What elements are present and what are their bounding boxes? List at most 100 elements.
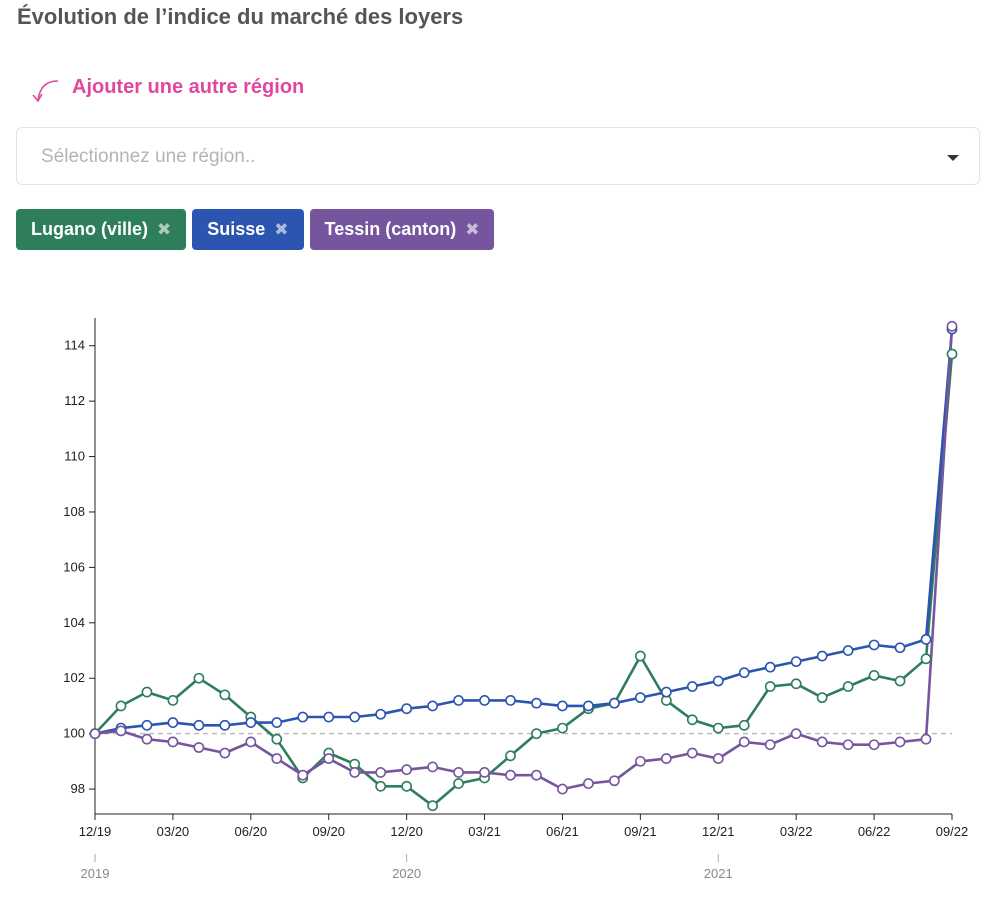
data-point-0[interactable] xyxy=(115,700,127,712)
data-point-1[interactable] xyxy=(660,686,672,698)
data-point-0[interactable] xyxy=(738,719,750,731)
data-point-0[interactable] xyxy=(557,722,568,734)
data-point-1[interactable] xyxy=(427,700,439,712)
data-point-0[interactable] xyxy=(946,348,958,360)
data-point-1[interactable] xyxy=(686,681,698,692)
data-point-1[interactable] xyxy=(479,694,490,706)
data-point-0[interactable] xyxy=(453,778,464,789)
data-point-0[interactable] xyxy=(531,728,542,740)
data-point-0[interactable] xyxy=(219,689,231,701)
x-tick-label: 09/21 xyxy=(624,824,657,839)
close-icon[interactable]: ✖ xyxy=(274,219,289,239)
data-point-2[interactable] xyxy=(141,733,153,745)
data-point-1[interactable] xyxy=(583,700,594,712)
data-point-2[interactable] xyxy=(894,736,906,748)
data-point-2[interactable] xyxy=(375,767,387,778)
data-point-1[interactable] xyxy=(141,719,153,731)
y-tick-label: 104 xyxy=(63,615,85,630)
data-point-1[interactable] xyxy=(375,708,387,720)
data-point-1[interactable] xyxy=(894,642,906,654)
region-select[interactable]: Sélectionnez une région.. xyxy=(16,127,980,185)
data-point-2[interactable] xyxy=(167,736,179,748)
data-point-1[interactable] xyxy=(868,639,880,651)
data-point-0[interactable] xyxy=(375,780,387,792)
data-point-0[interactable] xyxy=(842,681,854,692)
data-point-1[interactable] xyxy=(712,675,724,687)
data-point-1[interactable] xyxy=(920,634,932,645)
data-point-1[interactable] xyxy=(167,717,179,728)
data-point-0[interactable] xyxy=(505,750,516,762)
data-point-2[interactable] xyxy=(764,739,776,751)
data-point-2[interactable] xyxy=(115,725,127,737)
data-point-2[interactable] xyxy=(557,783,568,795)
x-tick-label: 09/20 xyxy=(312,824,345,839)
region-tag-label: Suisse xyxy=(207,219,266,239)
close-icon[interactable]: ✖ xyxy=(465,219,480,239)
data-point-1[interactable] xyxy=(271,717,283,728)
data-point-2[interactable] xyxy=(686,747,698,759)
data-point-1[interactable] xyxy=(790,656,802,667)
data-point-2[interactable] xyxy=(920,733,932,745)
data-point-2[interactable] xyxy=(505,769,516,781)
data-point-2[interactable] xyxy=(479,767,490,778)
data-point-1[interactable] xyxy=(505,694,516,706)
data-point-2[interactable] xyxy=(790,728,802,740)
data-point-2[interactable] xyxy=(531,769,542,781)
data-point-2[interactable] xyxy=(738,736,750,748)
data-point-0[interactable] xyxy=(816,692,828,704)
data-point-1[interactable] xyxy=(608,697,620,709)
data-point-1[interactable] xyxy=(842,645,854,656)
data-point-1[interactable] xyxy=(738,667,750,679)
data-point-0[interactable] xyxy=(193,672,205,684)
data-point-2[interactable] xyxy=(712,753,724,764)
data-point-2[interactable] xyxy=(946,320,958,332)
data-point-2[interactable] xyxy=(634,755,646,767)
data-point-1[interactable] xyxy=(323,711,335,723)
data-point-2[interactable] xyxy=(297,769,309,781)
data-point-2[interactable] xyxy=(401,764,413,776)
data-point-2[interactable] xyxy=(271,753,283,764)
data-point-1[interactable] xyxy=(816,650,828,662)
data-point-2[interactable] xyxy=(89,728,101,740)
data-point-0[interactable] xyxy=(167,694,179,706)
data-point-0[interactable] xyxy=(141,686,153,698)
data-point-1[interactable] xyxy=(401,703,413,715)
data-point-0[interactable] xyxy=(401,780,413,792)
data-point-2[interactable] xyxy=(427,761,439,773)
data-point-0[interactable] xyxy=(427,800,439,812)
data-point-1[interactable] xyxy=(531,697,542,709)
data-point-2[interactable] xyxy=(245,736,257,748)
data-point-2[interactable] xyxy=(583,778,594,789)
data-point-0[interactable] xyxy=(764,681,776,692)
data-point-2[interactable] xyxy=(868,739,880,751)
data-point-2[interactable] xyxy=(608,775,620,787)
data-point-0[interactable] xyxy=(894,675,906,687)
chevron-down-icon[interactable] xyxy=(947,155,959,161)
data-point-2[interactable] xyxy=(660,753,672,764)
data-point-1[interactable] xyxy=(557,700,568,712)
data-point-0[interactable] xyxy=(790,678,802,690)
data-point-1[interactable] xyxy=(349,711,361,723)
data-point-2[interactable] xyxy=(219,747,231,759)
data-point-2[interactable] xyxy=(323,753,335,764)
data-point-1[interactable] xyxy=(764,661,776,673)
data-point-2[interactable] xyxy=(842,739,854,751)
data-point-1[interactable] xyxy=(634,692,646,704)
data-point-2[interactable] xyxy=(816,736,828,748)
data-point-0[interactable] xyxy=(686,714,698,726)
data-point-0[interactable] xyxy=(920,653,932,665)
data-point-1[interactable] xyxy=(453,694,464,706)
data-point-2[interactable] xyxy=(453,767,464,778)
data-point-0[interactable] xyxy=(868,670,880,681)
data-point-1[interactable] xyxy=(245,717,257,728)
close-icon[interactable]: ✖ xyxy=(157,219,172,239)
data-point-0[interactable] xyxy=(712,722,724,734)
data-point-1[interactable] xyxy=(297,711,309,723)
data-point-0[interactable] xyxy=(634,650,646,662)
data-point-2[interactable] xyxy=(193,742,205,753)
y-tick-label: 112 xyxy=(64,393,85,408)
data-point-0[interactable] xyxy=(271,733,283,745)
data-point-1[interactable] xyxy=(193,719,205,731)
data-point-2[interactable] xyxy=(349,767,361,778)
data-point-1[interactable] xyxy=(219,719,231,731)
